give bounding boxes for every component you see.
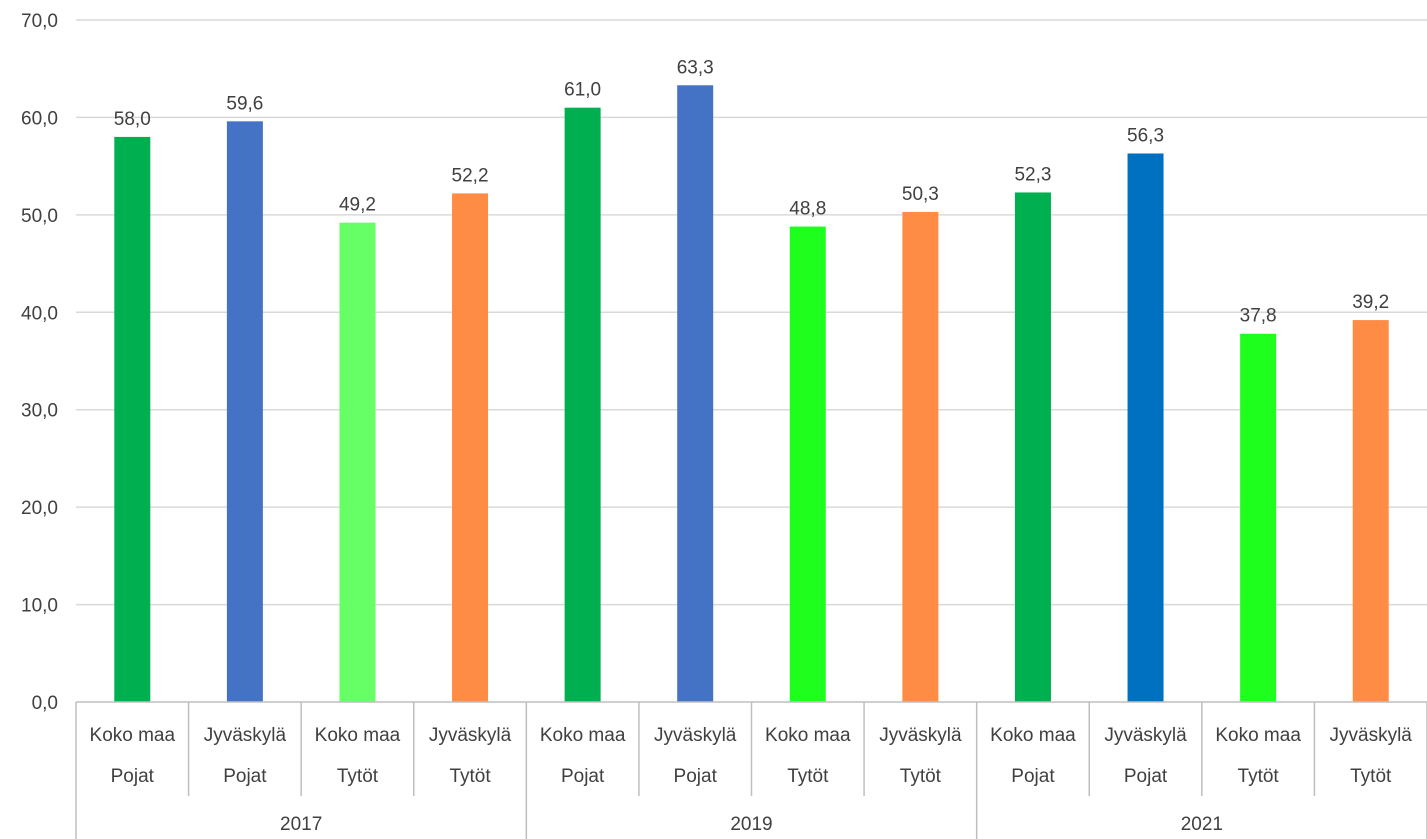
category-region-label: Jyväskylä — [879, 725, 962, 746]
data-label: 58,0 — [114, 109, 151, 130]
y-tick-label: 0,0 — [32, 693, 58, 714]
group-label: 2019 — [730, 814, 772, 835]
category-region-label: Jyväskylä — [1330, 725, 1413, 746]
data-label: 37,8 — [1240, 306, 1277, 327]
category-sex-label: Tytöt — [1350, 766, 1392, 787]
data-label: 56,3 — [1127, 125, 1164, 146]
group-label: 2017 — [280, 814, 322, 835]
bar — [1352, 320, 1389, 702]
bar — [1014, 192, 1051, 702]
bar — [789, 226, 826, 702]
data-label: 39,2 — [1352, 292, 1389, 313]
category-region-label: Koko maa — [1215, 725, 1301, 746]
bar — [1240, 333, 1277, 702]
category-region-label: Koko maa — [90, 725, 176, 746]
y-tick-label: 60,0 — [21, 108, 58, 129]
bar — [114, 136, 151, 702]
category-region-label: Koko maa — [540, 725, 626, 746]
data-label: 59,6 — [226, 93, 263, 114]
bar — [339, 222, 376, 702]
category-region-label: Koko maa — [990, 725, 1076, 746]
category-sex-label: Pojat — [1124, 766, 1168, 787]
data-label: 61,0 — [564, 80, 601, 101]
category-sex-label: Tytöt — [1238, 766, 1280, 787]
category-sex-label: Pojat — [674, 766, 718, 787]
y-tick-label: 30,0 — [21, 401, 58, 422]
category-region-label: Jyväskylä — [1104, 725, 1187, 746]
bar — [902, 211, 939, 703]
y-tick-label: 40,0 — [21, 303, 58, 324]
category-region-label: Koko maa — [765, 725, 851, 746]
category-region-label: Jyväskylä — [204, 725, 287, 746]
data-label: 48,8 — [789, 199, 826, 220]
data-label: 52,3 — [1014, 164, 1051, 185]
y-tick-label: 20,0 — [21, 498, 58, 519]
category-sex-label: Pojat — [1011, 766, 1055, 787]
bar — [564, 107, 601, 702]
category-sex-label: Tytöt — [337, 766, 379, 787]
bar — [677, 85, 714, 702]
gridlines — [76, 19, 1427, 606]
bar — [1127, 153, 1164, 702]
category-sex-label: Tytöt — [449, 766, 491, 787]
data-label: 52,2 — [452, 165, 489, 186]
x-axis: Koko maa Pojat Jyväskylä Pojat Koko maa Tytöt… — [75, 701, 1427, 839]
bar — [226, 121, 263, 703]
y-tick-label: 10,0 — [21, 596, 58, 617]
category-sex-label: Pojat — [111, 766, 155, 787]
bars — [114, 85, 1389, 703]
y-axis-tick-labels: 0,0 10,0 20,0 30,0 40,0 50,0 60,0 70,0 — [21, 11, 58, 714]
bar — [452, 193, 489, 702]
y-tick-label: 50,0 — [21, 206, 58, 227]
data-label: 63,3 — [677, 57, 714, 78]
data-labels: 58,0 59,6 49,2 52,2 61,0 63,3 48,8 50,3 52,3 56,3… — [114, 57, 1389, 326]
data-label: 50,3 — [902, 184, 939, 205]
category-sex-label: Tytöt — [787, 766, 829, 787]
category-region-label: Jyväskylä — [654, 725, 737, 746]
category-region-label: Jyväskylä — [429, 725, 512, 746]
group-label: 2021 — [1181, 814, 1223, 835]
category-sex-label: Pojat — [223, 766, 267, 787]
y-tick-label: 70,0 — [21, 11, 58, 32]
data-label: 49,2 — [339, 195, 376, 216]
category-sex-label: Pojat — [561, 766, 605, 787]
category-region-label: Koko maa — [315, 725, 401, 746]
category-sex-label: Tytöt — [900, 766, 942, 787]
